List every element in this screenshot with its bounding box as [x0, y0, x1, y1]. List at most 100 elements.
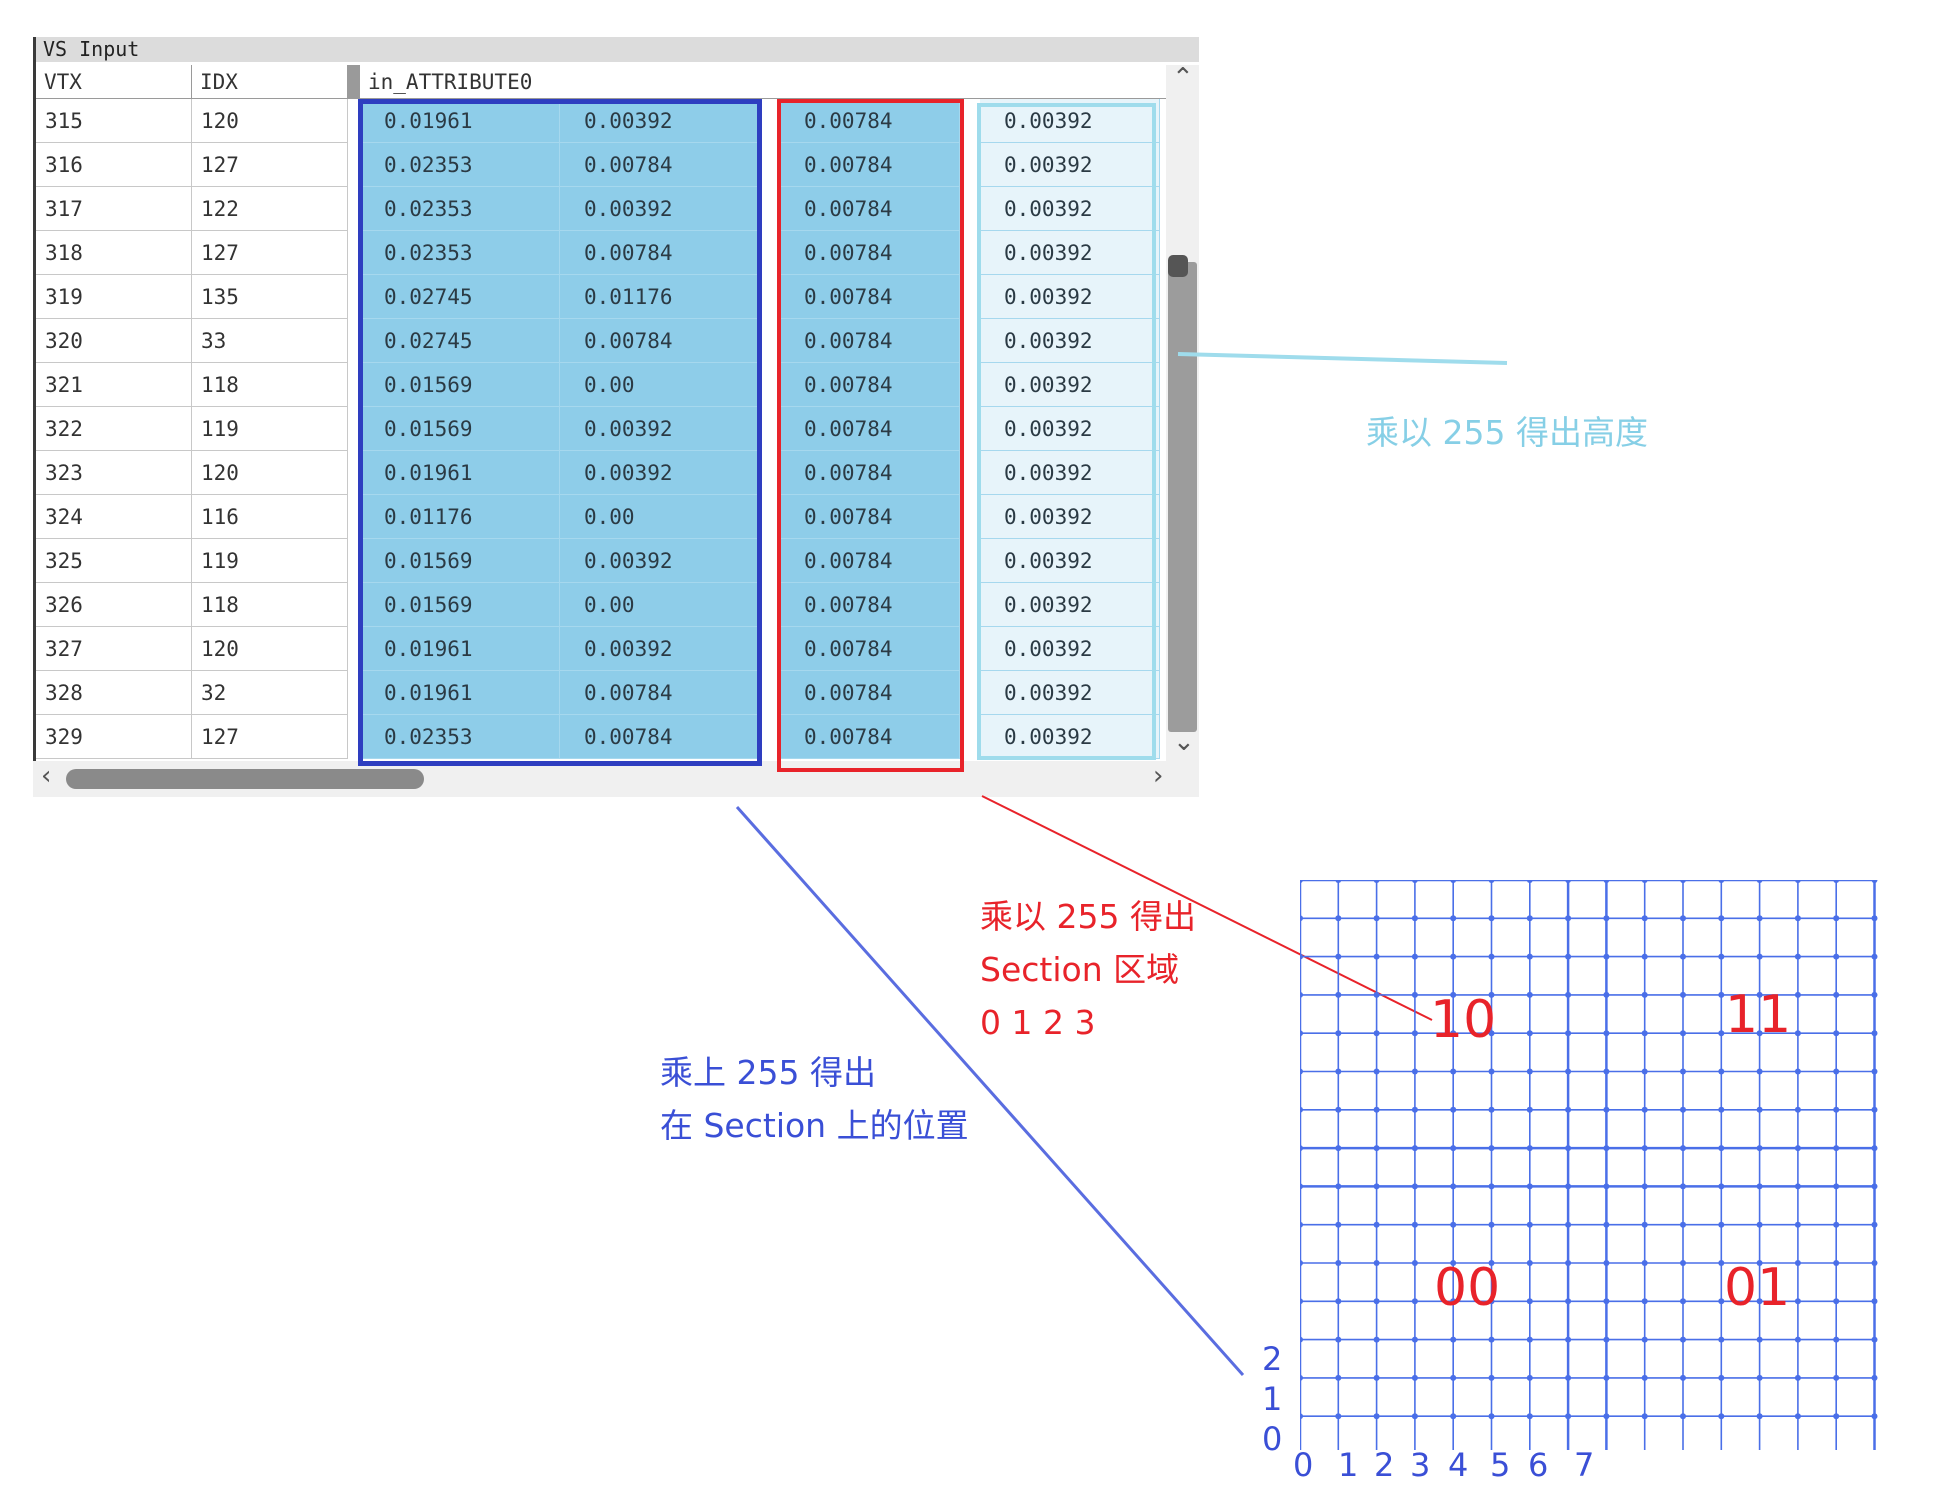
chevron-left-icon[interactable]: ‹ — [41, 761, 52, 791]
cell-idx[interactable]: 118 — [192, 363, 348, 407]
cell-idx[interactable]: 120 — [192, 627, 348, 671]
cell-idx[interactable]: 120 — [192, 451, 348, 495]
cell-vtx[interactable]: 319 — [36, 275, 192, 319]
grid-node — [1411, 1336, 1418, 1343]
cell-idx[interactable]: 118 — [192, 583, 348, 627]
cell-idx[interactable]: 120 — [192, 99, 348, 143]
cell-attribute-x[interactable]: 0.01569 — [360, 407, 560, 451]
grid-node — [1871, 1030, 1878, 1037]
cell-idx[interactable]: 122 — [192, 187, 348, 231]
cell-attribute-y[interactable]: 0.00784 — [560, 143, 760, 187]
cell-attribute-x[interactable]: 0.02353 — [360, 715, 560, 759]
cell-attribute-z[interactable]: 0.00784 — [780, 407, 960, 451]
cell-attribute-z[interactable]: 0.00784 — [780, 539, 960, 583]
cell-attribute-z[interactable]: 0.00784 — [780, 627, 960, 671]
column-header-vtx[interactable]: VTX — [36, 65, 192, 99]
cell-attribute-x[interactable]: 0.02745 — [360, 319, 560, 363]
cell-attribute-x[interactable]: 0.01961 — [360, 627, 560, 671]
cell-attribute-z[interactable]: 0.00784 — [780, 231, 960, 275]
cell-vtx[interactable]: 323 — [36, 451, 192, 495]
cell-attribute-w[interactable]: 0.00392 — [980, 451, 1160, 495]
cell-attribute-y[interactable]: 0.00392 — [560, 627, 760, 671]
cell-idx[interactable]: 127 — [192, 143, 348, 187]
cell-attribute-y[interactable]: 0.00392 — [560, 407, 760, 451]
cell-attribute-x[interactable]: 0.01961 — [360, 99, 560, 143]
cell-attribute-x[interactable]: 0.02353 — [360, 231, 560, 275]
cell-attribute-y[interactable]: 0.00784 — [560, 319, 760, 363]
cell-attribute-z[interactable]: 0.00784 — [780, 495, 960, 539]
cell-idx[interactable]: 119 — [192, 539, 348, 583]
cell-attribute-y[interactable]: 0.00392 — [560, 451, 760, 495]
cell-attribute-z[interactable]: 0.00784 — [780, 275, 960, 319]
cell-attribute-y[interactable]: 0.00 — [560, 363, 760, 407]
cell-attribute-y[interactable]: 0.00392 — [560, 539, 760, 583]
cell-attribute-x[interactable]: 0.01569 — [360, 363, 560, 407]
cell-attribute-x[interactable]: 0.01961 — [360, 451, 560, 495]
cell-attribute-y[interactable]: 0.00784 — [560, 671, 760, 715]
cell-attribute-z[interactable]: 0.00784 — [780, 187, 960, 231]
cell-attribute-y[interactable]: 0.01176 — [560, 275, 760, 319]
chevron-right-icon[interactable]: › — [1153, 761, 1164, 791]
cell-attribute-w[interactable]: 0.00392 — [980, 275, 1160, 319]
cell-attribute-x[interactable]: 0.01569 — [360, 583, 560, 627]
cell-attribute-w[interactable]: 0.00392 — [980, 407, 1160, 451]
cell-attribute-w[interactable]: 0.00392 — [980, 539, 1160, 583]
cell-attribute-y[interactable]: 0.00 — [560, 583, 760, 627]
horizontal-scroll-thumb[interactable] — [66, 769, 424, 789]
cell-vtx[interactable]: 320 — [36, 319, 192, 363]
cell-vtx[interactable]: 315 — [36, 99, 192, 143]
cell-idx[interactable]: 32 — [192, 671, 348, 715]
cell-attribute-w[interactable]: 0.00392 — [980, 187, 1160, 231]
cell-attribute-w[interactable]: 0.00392 — [980, 143, 1160, 187]
cell-vtx[interactable]: 328 — [36, 671, 192, 715]
column-header-idx[interactable]: IDX — [192, 65, 348, 99]
cell-vtx[interactable]: 325 — [36, 539, 192, 583]
cell-attribute-x[interactable]: 0.01569 — [360, 539, 560, 583]
cell-idx[interactable]: 127 — [192, 231, 348, 275]
cell-attribute-y[interactable]: 0.00784 — [560, 231, 760, 275]
cell-attribute-w[interactable]: 0.00392 — [980, 671, 1160, 715]
grid-node — [1871, 1183, 1878, 1190]
cell-attribute-y[interactable]: 0.00392 — [560, 187, 760, 231]
cell-attribute-z[interactable]: 0.00784 — [780, 671, 960, 715]
cell-attribute-w[interactable]: 0.00392 — [980, 627, 1160, 671]
cell-vtx[interactable]: 316 — [36, 143, 192, 187]
cell-attribute-w[interactable]: 0.00392 — [980, 363, 1160, 407]
cell-vtx[interactable]: 321 — [36, 363, 192, 407]
cell-attribute-w[interactable]: 0.00392 — [980, 319, 1160, 363]
cell-vtx[interactable]: 324 — [36, 495, 192, 539]
cell-vtx[interactable]: 317 — [36, 187, 192, 231]
cell-idx[interactable]: 135 — [192, 275, 348, 319]
cell-attribute-w[interactable]: 0.00392 — [980, 231, 1160, 275]
cell-attribute-x[interactable]: 0.02745 — [360, 275, 560, 319]
cell-attribute-z[interactable]: 0.00784 — [780, 583, 960, 627]
cell-idx[interactable]: 116 — [192, 495, 348, 539]
cell-attribute-w[interactable]: 0.00392 — [980, 495, 1160, 539]
cell-vtx[interactable]: 318 — [36, 231, 192, 275]
cell-attribute-z[interactable]: 0.00784 — [780, 715, 960, 759]
cell-idx[interactable]: 33 — [192, 319, 348, 363]
cell-attribute-y[interactable]: 0.00784 — [560, 715, 760, 759]
vertical-scroll-thumb[interactable] — [1168, 262, 1197, 732]
cell-attribute-y[interactable]: 0.00 — [560, 495, 760, 539]
cell-attribute-z[interactable]: 0.00784 — [780, 451, 960, 495]
scroll-up-button[interactable]: ⌃ — [1166, 63, 1199, 99]
chevron-down-icon[interactable]: ⌄ — [1173, 727, 1195, 757]
cell-attribute-x[interactable]: 0.02353 — [360, 187, 560, 231]
cell-attribute-z[interactable]: 0.00784 — [780, 363, 960, 407]
cell-vtx[interactable]: 329 — [36, 715, 192, 759]
cell-idx[interactable]: 119 — [192, 407, 348, 451]
cell-attribute-z[interactable]: 0.00784 — [780, 319, 960, 363]
cell-idx[interactable]: 127 — [192, 715, 348, 759]
cell-vtx[interactable]: 326 — [36, 583, 192, 627]
cell-attribute-x[interactable]: 0.01961 — [360, 671, 560, 715]
cell-attribute-x[interactable]: 0.02353 — [360, 143, 560, 187]
cell-vtx[interactable]: 322 — [36, 407, 192, 451]
cell-attribute-y[interactable]: 0.00392 — [560, 99, 760, 143]
column-header-attribute[interactable]: in_ATTRIBUTE0 — [360, 65, 1166, 99]
cell-attribute-z[interactable]: 0.00784 — [780, 143, 960, 187]
cell-attribute-z[interactable]: 0.00784 — [780, 99, 960, 143]
cell-attribute-x[interactable]: 0.01176 — [360, 495, 560, 539]
cell-attribute-w[interactable]: 0.00392 — [980, 583, 1160, 627]
cell-vtx[interactable]: 327 — [36, 627, 192, 671]
